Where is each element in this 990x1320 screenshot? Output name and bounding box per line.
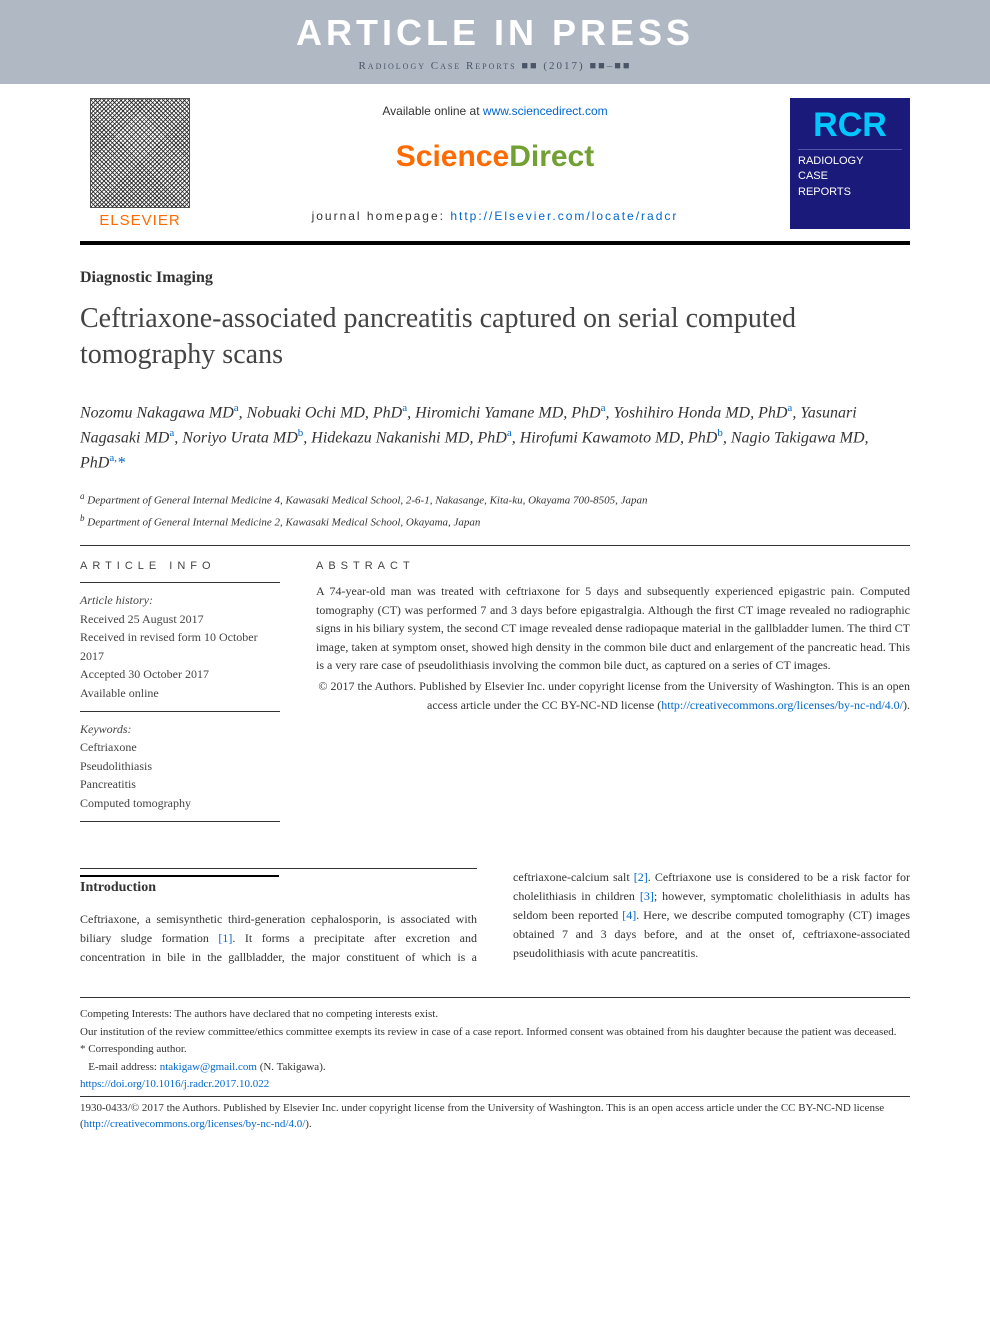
- rcr-logo: RCR: [798, 106, 902, 150]
- sd-direct: Direct: [509, 140, 594, 173]
- article-title: Ceftriaxone-associated pancreatitis capt…: [80, 301, 910, 374]
- abstract-copyright: © 2017 the Authors. Published by Elsevie…: [316, 677, 910, 714]
- affiliation-b: b Department of General Internal Medicin…: [80, 512, 910, 531]
- abstract: abstract A 74-year-old man was treated w…: [316, 560, 910, 822]
- homepage-label: journal homepage:: [312, 209, 451, 223]
- homepage-link[interactable]: http://Elsevier.com/locate/radcr: [450, 209, 678, 223]
- keyword: Pancreatitis: [80, 775, 280, 794]
- article-page: ARTICLE IN PRESS Radiology Case Reports …: [0, 0, 990, 1173]
- rcr-line-2: CASE: [798, 169, 902, 184]
- article-content: Diagnostic Imaging Ceftriaxone-associate…: [80, 269, 910, 967]
- citation-line: Radiology Case Reports ■■ (2017) ■■–■■: [0, 60, 990, 80]
- article-history: Article history: Received 25 August 2017…: [80, 582, 280, 711]
- journal-homepage: journal homepage: http://Elsevier.com/lo…: [220, 209, 770, 223]
- author-list: Nozomu Nakagawa MDa, Nobuaki Ochi MD, Ph…: [80, 400, 910, 476]
- available-label: Available online at: [382, 104, 483, 118]
- keyword: Computed tomography: [80, 794, 280, 813]
- article-section: Diagnostic Imaging: [80, 269, 910, 287]
- cc-license-link[interactable]: http://creativecommons.org/licenses/by-n…: [661, 698, 903, 712]
- divider: [80, 545, 910, 546]
- keyword: Pseudolithiasis: [80, 757, 280, 776]
- sciencedirect-logo: ScienceDirect: [220, 140, 770, 174]
- article-info-heading: article info: [80, 560, 280, 572]
- abstract-heading: abstract: [316, 560, 910, 572]
- email-line: E-mail address: ntakigaw@gmail.com (N. T…: [80, 1059, 910, 1076]
- affiliation-a: a Department of General Internal Medicin…: [80, 490, 910, 509]
- ethics-statement: Our institution of the review committee/…: [80, 1024, 910, 1041]
- footer-copyright: 1930-0433/© 2017 the Authors. Published …: [80, 1096, 910, 1133]
- available-online: Available online at www.sciencedirect.co…: [220, 104, 770, 118]
- article-info: article info Article history: Received 2…: [80, 560, 280, 822]
- aip-text: ARTICLE IN PRESS: [0, 12, 990, 54]
- sd-science: Science: [396, 140, 509, 173]
- elsevier-logo: ELSEVIER: [80, 98, 200, 229]
- journal-header: ELSEVIER Available online at www.science…: [80, 84, 910, 245]
- article-in-press-banner: ARTICLE IN PRESS Radiology Case Reports …: [0, 0, 990, 84]
- copyright-close: ).: [903, 698, 910, 712]
- email-suffix: (N. Takigawa).: [257, 1061, 326, 1073]
- elsevier-wordmark: ELSEVIER: [99, 212, 180, 229]
- history-label: Article history:: [80, 591, 280, 610]
- abstract-text: A 74-year-old man was treated with ceftr…: [316, 582, 910, 675]
- rcr-line-3: REPORTS: [798, 185, 902, 200]
- journal-cover: RCR RADIOLOGY CASE REPORTS: [790, 98, 910, 229]
- corresponding-author: * Corresponding author.: [80, 1041, 910, 1058]
- received-date: Received 25 August 2017: [80, 610, 280, 629]
- info-abstract-row: article info Article history: Received 2…: [80, 560, 910, 822]
- accepted-date: Accepted 30 October 2017: [80, 665, 280, 684]
- introduction-section: Introduction Ceftriaxone, a semisyntheti…: [80, 868, 910, 968]
- email-link[interactable]: ntakigaw@gmail.com: [160, 1061, 257, 1073]
- header-center: Available online at www.sciencedirect.co…: [220, 98, 770, 229]
- intro-head-wrap: Introduction: [80, 868, 477, 910]
- rcr-subtitle: RADIOLOGY CASE REPORTS: [798, 154, 902, 200]
- elsevier-tree-icon: [90, 98, 190, 208]
- footer-cc-link[interactable]: http://creativecommons.org/licenses/by-n…: [84, 1118, 306, 1130]
- keywords-label: Keywords:: [80, 720, 280, 739]
- doi-line: https://doi.org/10.1016/j.radcr.2017.10.…: [80, 1076, 910, 1093]
- footnotes: Competing Interests: The authors have de…: [80, 997, 910, 1133]
- issn-close: ).: [305, 1118, 311, 1130]
- doi-link[interactable]: https://doi.org/10.1016/j.radcr.2017.10.…: [80, 1078, 269, 1090]
- keyword: Ceftriaxone: [80, 738, 280, 757]
- competing-interests: Competing Interests: The authors have de…: [80, 1006, 910, 1023]
- online-date: Available online: [80, 684, 280, 703]
- introduction-heading: Introduction: [80, 875, 279, 896]
- keywords-block: Keywords: Ceftriaxone Pseudolithiasis Pa…: [80, 711, 280, 822]
- rcr-line-1: RADIOLOGY: [798, 154, 902, 169]
- email-label: E-mail address:: [88, 1061, 159, 1073]
- revised-date: Received in revised form 10 October 2017: [80, 628, 280, 665]
- sciencedirect-link[interactable]: www.sciencedirect.com: [483, 104, 608, 118]
